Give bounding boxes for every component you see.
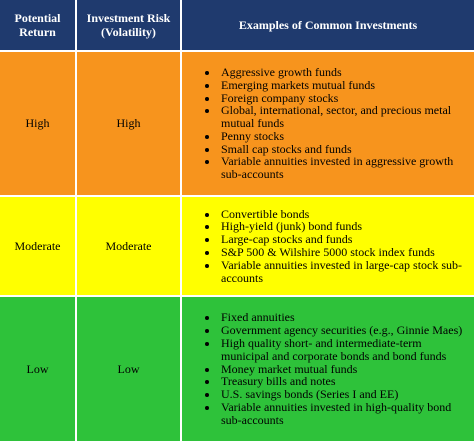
investment-item: Small cap stocks and funds xyxy=(219,142,468,156)
investment-item: Treasury bills and notes xyxy=(219,375,468,388)
investments-cell: Fixed annuitiesGovernment agency securit… xyxy=(182,297,474,441)
risk-cell: Low xyxy=(77,297,180,441)
risk-cell: Moderate xyxy=(77,197,180,295)
header-cell: Investment Risk (Volatility) xyxy=(77,0,180,50)
investment-item: Global, international, sector, and preci… xyxy=(219,104,468,130)
investment-item: Variable annuities invested in high-qual… xyxy=(219,401,468,427)
investment-item: Fixed annuities xyxy=(219,311,468,324)
header-cell: Potential Return xyxy=(0,0,75,50)
investment-item: High-yield (junk) bond funds xyxy=(219,220,468,233)
investment-item: High quality short- and intermediate-ter… xyxy=(219,337,468,363)
investment-item: Aggressive growth funds xyxy=(219,66,468,79)
investment-item: Variable annuities invested in aggressiv… xyxy=(219,155,468,181)
investment-item: Foreign company stocks xyxy=(219,91,468,105)
investment-list: Convertible bondsHigh-yield (junk) bond … xyxy=(182,207,474,285)
investment-item: Emerging markets mutual funds xyxy=(219,78,468,92)
investment-list: Fixed annuitiesGovernment agency securit… xyxy=(182,311,474,426)
investment-item: U.S. savings bonds (Series I and EE) xyxy=(219,388,468,401)
investment-item: Government agency securities (e.g., Ginn… xyxy=(219,324,468,337)
investments-cell: Convertible bondsHigh-yield (junk) bond … xyxy=(182,197,474,295)
return-cell: High xyxy=(0,52,75,195)
investment-list: Aggressive growth fundsEmerging markets … xyxy=(182,66,474,181)
investment-item: Penny stocks xyxy=(219,130,468,143)
return-cell: Moderate xyxy=(0,197,75,295)
investment-item: Variable annuities invested in large-cap… xyxy=(219,258,468,285)
risk-cell: High xyxy=(77,52,180,195)
header-cell: Examples of Common Investments xyxy=(182,0,474,50)
investment-item: Money market mutual funds xyxy=(219,362,468,376)
investment-item: Convertible bonds xyxy=(219,207,468,221)
return-cell: Low xyxy=(0,297,75,441)
investment-item: S&P 500 & Wilshire 5000 stock index fund… xyxy=(219,246,468,259)
investment-item: Large-cap stocks and funds xyxy=(219,233,468,246)
investments-cell: Aggressive growth fundsEmerging markets … xyxy=(182,52,474,195)
